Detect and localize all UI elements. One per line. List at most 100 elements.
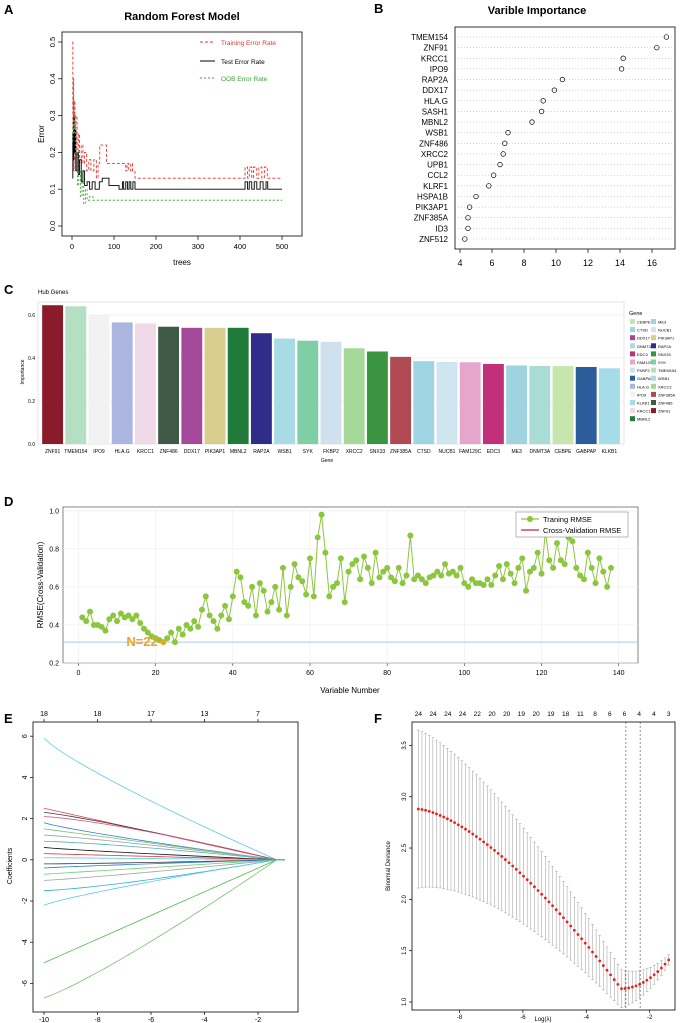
panel-d-letter: D <box>4 494 13 509</box>
panel-b-gene-label: TMEM154 <box>411 33 448 42</box>
panel-b-point <box>497 161 503 168</box>
panel-c-legend-swatch <box>651 335 656 341</box>
panel-f-point <box>554 908 558 912</box>
panel-c-bar <box>42 305 64 444</box>
panel-b-point <box>505 130 511 136</box>
panel-f-point <box>587 946 591 949</box>
panel-a: A Random Forest Model Training Error Rat… <box>4 2 303 267</box>
panel-d-point <box>326 593 333 600</box>
panel-c-bar <box>459 362 481 444</box>
panel-f-point <box>572 928 576 932</box>
panel-f-toptick-label: 6 <box>623 711 627 718</box>
panel-c-xtick-label: NUCB1 <box>439 449 456 455</box>
panel-e-ytick-label: 4 <box>22 775 29 779</box>
panel-a-ylabel: Error <box>37 125 46 143</box>
panel-d-point <box>314 534 321 541</box>
panel-c-legend-swatch <box>630 408 635 414</box>
panel-e-content: -10 -8 -6 -4 -2 18 18 17 13 7 -6 -4 -2 0 2 4 6 <box>22 711 285 1023</box>
panel-c-xtick-label: ZNF486 <box>160 449 178 455</box>
panel-c-xtick-label: KLKB1 <box>602 449 618 455</box>
panel-a-series <box>72 41 282 205</box>
panel-e-coef-path <box>43 859 285 881</box>
panel-b-letter: B <box>374 1 383 16</box>
panel-d-point <box>183 621 190 628</box>
panel-c-bar <box>366 351 388 444</box>
panel-c-legend-label: TMEM154 <box>658 368 677 373</box>
panel-b-point <box>473 193 479 200</box>
panel-f-point <box>620 987 623 991</box>
panel-c-legend-title: Gene <box>629 311 642 317</box>
panel-f-point <box>656 970 660 973</box>
panel-c-legend-label: NUCB1 <box>658 328 672 333</box>
panel-c-legend-label: ZNF385A <box>658 392 675 397</box>
train-error-line <box>72 41 282 179</box>
panel-f-point <box>431 811 435 814</box>
panel-d-point <box>503 561 510 568</box>
panel-b-point <box>663 34 670 40</box>
panel-e-coef-path <box>43 816 285 861</box>
panel-d-point <box>372 549 379 556</box>
panel-f-xtick-label: -6 <box>520 1015 526 1021</box>
panel-d-ytick-label: 0.8 <box>49 546 59 553</box>
panel-b-gene-label: SASH1 <box>422 107 449 116</box>
panel-c-legend-swatch <box>651 375 656 381</box>
legend-marker-rmse <box>527 516 533 522</box>
panel-d-point <box>299 578 306 585</box>
panel-e-coef-path <box>43 859 285 875</box>
panel-b-gene-label: WSB1 <box>425 129 448 138</box>
panel-d-xlabel: Variable Number <box>320 686 380 695</box>
panel-d-point <box>546 557 553 564</box>
panel-d-point <box>557 557 564 564</box>
panel-d-ytick-label: 0.4 <box>49 622 59 629</box>
panel-f-point <box>445 817 449 821</box>
panel-c-bar <box>343 348 365 444</box>
panel-f-point <box>453 821 457 825</box>
panel-f-point <box>645 978 649 982</box>
panel-d-point <box>279 564 286 571</box>
panel-d-point <box>283 612 290 619</box>
panel-b-point <box>538 108 545 115</box>
panel-d-point <box>349 561 356 568</box>
panel-f-point <box>500 855 504 858</box>
panel-d-legend-box <box>515 511 629 538</box>
panel-d-point <box>171 639 178 646</box>
panel-d-point <box>411 576 418 583</box>
panel-f-toptick-label: 24 <box>415 711 423 718</box>
panel-b-gene-label: KLRF1 <box>423 182 448 191</box>
panel-e-coef-path <box>43 859 285 999</box>
panel-f-point <box>485 843 489 847</box>
panel-f-toptick-label: 8 <box>593 711 597 718</box>
panel-d-point <box>600 568 607 575</box>
panel-e-ytick-label: 6 <box>22 734 29 738</box>
panel-f-point <box>435 812 438 816</box>
panel-c-legend-swatch <box>651 391 656 397</box>
panel-d-point <box>523 587 530 594</box>
panel-c-bar <box>320 341 342 444</box>
oob-error-line <box>72 96 282 205</box>
panel-c-legend-label: WSB1 <box>658 376 670 381</box>
panel-d-point <box>449 568 456 575</box>
panel-b-point <box>559 76 566 83</box>
panel-e-ytick-label: -2 <box>22 898 29 904</box>
panel-b-point <box>462 236 468 242</box>
panel-d-point <box>561 561 568 568</box>
panel-d-point <box>515 564 522 571</box>
panel-d-point <box>507 570 514 577</box>
panel-f-point <box>533 885 536 889</box>
panel-c-xtick-label: WSB1 <box>278 449 292 455</box>
panel-b-point <box>618 66 625 72</box>
legend-label-rmse: Traning RMSE <box>543 515 592 524</box>
panel-f-point <box>482 840 486 844</box>
panel-f-toptick-label: 19 <box>547 711 555 718</box>
panel-c-legend-swatch <box>630 416 635 422</box>
panel-f-toptick-label: 4 <box>637 711 641 718</box>
panel-b-xtick-label: 16 <box>647 258 657 268</box>
panel-c-legend-swatch <box>630 343 635 349</box>
panel-a-axes: 0 100 200 300 400 500 0.0 0.1 0.2 0.3 0.4 0.5 <box>48 37 288 251</box>
panel-f-point <box>663 962 667 966</box>
panel-d-point <box>534 549 541 556</box>
panel-c-legend-swatch <box>630 351 635 357</box>
panel-f-ytick-label: 3.5 <box>402 741 408 750</box>
panel-d-xtick-label: 60 <box>306 670 314 677</box>
panel-c-bar <box>390 356 412 444</box>
